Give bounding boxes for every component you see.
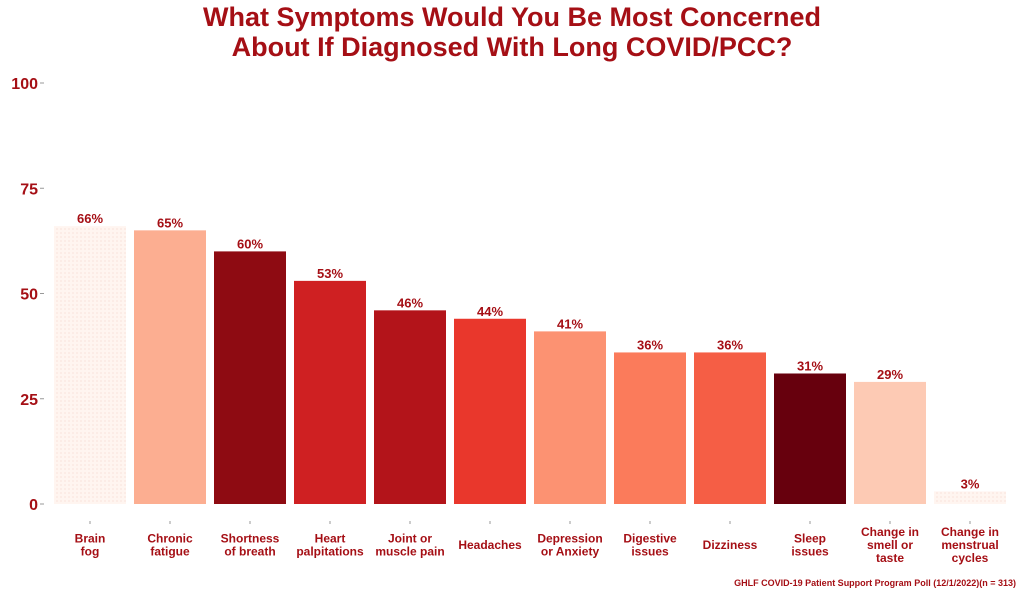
bar-value-label: 3% xyxy=(961,476,980,491)
bar-value-label: 46% xyxy=(397,295,423,310)
bar xyxy=(454,318,526,504)
x-tick-label: muscle pain xyxy=(375,545,444,559)
bar-value-label: 41% xyxy=(557,316,583,331)
bars xyxy=(54,226,1006,504)
bar-value-label: 53% xyxy=(317,266,343,281)
x-tick-label: cycles xyxy=(952,551,989,565)
x-tick-label: Change in xyxy=(861,525,919,539)
bar xyxy=(294,280,366,504)
bar-value-label: 36% xyxy=(717,337,743,352)
x-tick-label: fog xyxy=(81,545,100,559)
x-tick-label: Chronic xyxy=(147,532,193,546)
x-tick-label: or Anxiety xyxy=(541,545,600,559)
chart-title-line-2: About If Diagnosed With Long COVID/PCC? xyxy=(231,32,793,62)
x-tick-label: Headaches xyxy=(458,538,522,552)
bar xyxy=(54,226,126,504)
x-tick-label: of breath xyxy=(224,545,275,559)
x-tick-label: Sleep xyxy=(794,532,826,546)
x-tick-label: taste xyxy=(876,551,904,565)
y-tick-label: 50 xyxy=(20,287,38,304)
x-tick-label: issues xyxy=(631,545,669,559)
x-tick-label: Joint or xyxy=(388,532,432,546)
bar xyxy=(214,251,286,504)
bar xyxy=(534,331,606,504)
bar xyxy=(694,352,766,504)
bar xyxy=(934,491,1006,504)
source-caption: GHLF COVID-19 Patient Support Program Po… xyxy=(734,578,1016,588)
bar-value-label: 44% xyxy=(477,304,503,319)
x-tick-label: issues xyxy=(791,545,829,559)
bar-value-label: 29% xyxy=(877,367,903,382)
bar-value-label: 66% xyxy=(77,211,103,226)
bar-value-label: 65% xyxy=(157,215,183,230)
x-tick-label: menstrual xyxy=(941,538,998,552)
y-tick-label: 75 xyxy=(20,181,38,198)
chart-title: What Symptoms Would You Be Most Concerne… xyxy=(0,2,1024,62)
bar-value-label: 31% xyxy=(797,358,823,373)
x-tick-label: smell or xyxy=(867,538,913,552)
x-tick-label: Depression xyxy=(537,532,602,546)
x-tick-label: Digestive xyxy=(623,532,677,546)
value-labels: 66% 65% 60% 53% 46% 44% 41% 36% 36% 31% 29% 3% xyxy=(77,211,980,491)
bar xyxy=(374,310,446,504)
bar-value-label: 36% xyxy=(637,337,663,352)
bar xyxy=(774,373,846,504)
x-tick-label: Shortness xyxy=(221,532,280,546)
x-tick-label: Heart xyxy=(315,532,346,546)
bar xyxy=(614,352,686,504)
bar-value-label: 60% xyxy=(237,236,263,251)
y-tick-label: 0 xyxy=(29,497,38,514)
x-tick-label: fatigue xyxy=(150,545,190,559)
chart-title-line-1: What Symptoms Would You Be Most Concerne… xyxy=(202,2,822,32)
y-tick-label: 25 xyxy=(20,392,38,409)
y-tick-label: 100 xyxy=(11,76,38,93)
x-tick-label: Dizziness xyxy=(703,538,758,552)
x-tick-label: Change in xyxy=(941,525,999,539)
x-tick-label: Brain xyxy=(75,532,106,546)
bar xyxy=(134,230,206,504)
x-tick-label: palpitations xyxy=(296,545,364,559)
bar xyxy=(854,381,926,504)
y-axis: 0 25 50 75 100 xyxy=(11,76,44,514)
